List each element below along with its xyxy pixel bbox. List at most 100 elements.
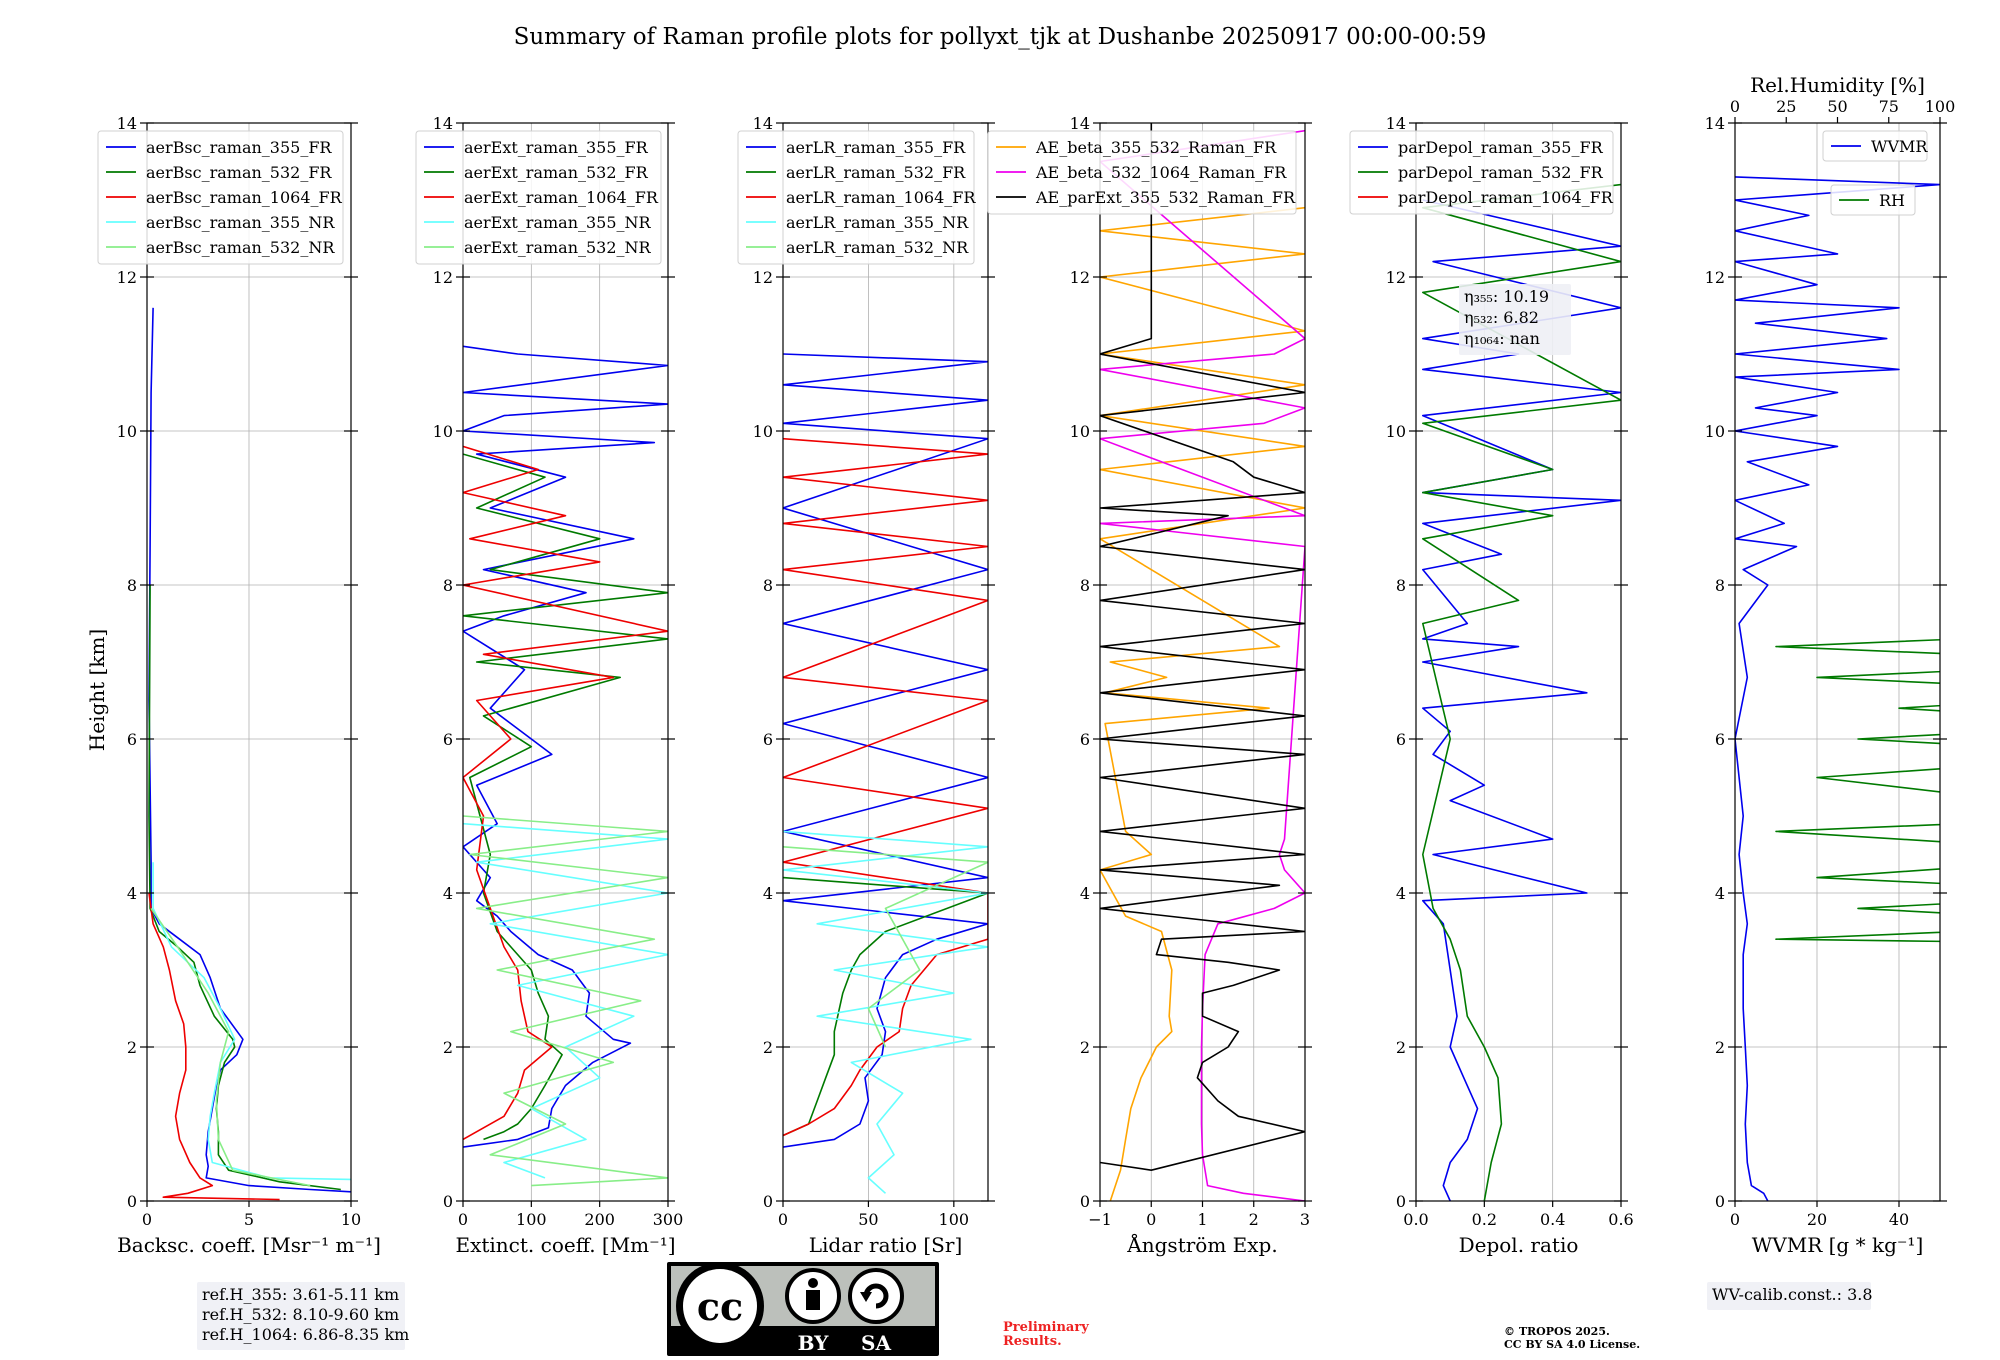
wv-frame (1734, 122, 1941, 1202)
wv-top-xtick-label-0: 0 (1730, 97, 1740, 116)
depol-legend-box (1349, 130, 1614, 215)
depol-xtick-label-1: 0.2 (1472, 1210, 1497, 1229)
bsc-annotation-box (197, 1282, 405, 1350)
bsc-ytick-label-0: 0 (127, 1192, 137, 1211)
ae-legend: AE_beta_355_532_Raman_FR AE_beta_532_1064… (987, 130, 1297, 215)
ae-series-1 (1100, 129, 1305, 1201)
panel-wv: 0 2 4 6 8 10 12 14 0 20 40 WVMR [g * kg⁻¹] 0 25 50 75 10… (1705, 73, 1955, 1310)
bsc-series-2 (148, 892, 280, 1201)
ext-legend-label-2: aerExt_raman_1064_FR (464, 188, 659, 207)
ext-xlabel: Extinct. coeff. [Mm⁻¹] (455, 1233, 675, 1257)
cc-license-badge: cc BY SA (667, 1262, 939, 1356)
lr-legend: aerLR_raman_355_FR aerLR_raman_532_FR aerL… (737, 130, 976, 265)
depol-legend: parDepol_raman_355_FR parDepol_raman_532_… (1349, 130, 1614, 215)
ext-legend-label-1: aerExt_raman_532_FR (464, 163, 649, 182)
ext-ytick-label-6: 12 (433, 268, 453, 287)
wv-ytick-label-5: 10 (1705, 422, 1725, 441)
depol-ytick-label-1: 2 (1396, 1038, 1406, 1057)
ext-ytick-label-7: 14 (433, 114, 453, 133)
lr-series-1 (783, 876, 988, 1137)
wv-series-1 (1775, 638, 1940, 943)
ae-ytick-label-7: 14 (1070, 114, 1090, 133)
bsc-ytick-label-1: 2 (127, 1038, 137, 1057)
depol-xtick-label-2: 0.4 (1540, 1210, 1565, 1229)
wv-xtick-label-0: 0 (1730, 1210, 1740, 1229)
depol-ytick-label-3: 6 (1396, 730, 1406, 749)
ae-legend-box (987, 130, 1297, 215)
wv-ytick-label-2: 4 (1715, 884, 1725, 903)
lr-ytick-label-0: 0 (763, 1192, 773, 1211)
bsc-xtick-label-0: 0 (142, 1210, 152, 1229)
lr-legend-label-1: aerLR_raman_532_FR (786, 163, 966, 182)
bsc-legend-label-4: aerBsc_raman_532_NR (146, 238, 335, 257)
wv-top-xtick-label-1: 25 (1776, 97, 1796, 116)
ae-series-2 (1100, 123, 1305, 1171)
panel-depol: 0 2 4 6 8 10 12 14 0.0 0.2 0.4 0.6 Depol. ratio parDe… (1349, 114, 1634, 1257)
depol-ytick-label-6: 12 (1386, 268, 1406, 287)
ae-legend-label-2: AE_parExt_355_532_Raman_FR (1035, 188, 1296, 207)
attribution-icon (785, 1268, 841, 1324)
ext-legend-label-0: aerExt_raman_355_FR (464, 138, 649, 157)
ext-legend-label-4: aerExt_raman_532_NR (464, 238, 652, 257)
lr-xtick-label-1: 50 (858, 1210, 878, 1229)
panel-bsc: 0 2 4 6 8 10 12 14 0 5 10 Backsc. coeff. [Msr⁻¹ m⁻¹… (97, 114, 409, 1350)
lr-legend-label-4: aerLR_raman_532_NR (786, 238, 969, 257)
depol-annotation-2: η₁₀₆₄: nan (1464, 329, 1540, 348)
ext-ytick-label-1: 2 (443, 1038, 453, 1057)
wv-top-xlabel: Rel.Humidity [%] (1750, 73, 1925, 97)
bsc-legend: aerBsc_raman_355_FR aerBsc_raman_532_FRae… (97, 130, 344, 265)
bsc-legend-label-2: aerBsc_raman_1064_FR (146, 188, 343, 207)
lr-ytick-label-7: 14 (753, 114, 773, 133)
ae-series-0 (1100, 206, 1305, 1201)
ae-ytick-label-1: 2 (1080, 1038, 1090, 1057)
lr-ytick-label-1: 2 (763, 1038, 773, 1057)
depol-frame (1415, 122, 1622, 1202)
cc-logo-text: cc (697, 1284, 743, 1329)
bsc-xtick-label-2: 10 (341, 1210, 361, 1229)
wv-annotation-box (1707, 1282, 1871, 1310)
ext-ytick-label-2: 4 (443, 884, 453, 903)
lr-xtick-label-0: 0 (778, 1210, 788, 1229)
preliminary-note: Preliminary (1003, 1320, 1089, 1335)
lr-legend-box (737, 130, 975, 265)
wv-legend: WVMR RH (1822, 130, 1928, 216)
lr-ytick-label-3: 6 (763, 730, 773, 749)
bsc-xtick-label-1: 5 (244, 1210, 254, 1229)
copyright-note: © TROPOS 2025. (1504, 1325, 1610, 1338)
depol-ytick-label-7: 14 (1386, 114, 1406, 133)
license-by-label: BY (798, 1331, 830, 1355)
wv-ytick-label-6: 12 (1705, 268, 1725, 287)
ae-xtick-label-2: 1 (1197, 1210, 1207, 1229)
bsc-legend-label-1: aerBsc_raman_532_FR (146, 163, 332, 182)
depol-annotation-box (1459, 284, 1571, 355)
panel-ext: 0 2 4 6 8 10 12 14 0 100 200 300 Extinct. coeff. [Mm… (415, 114, 683, 1257)
depol-legend-label-0: parDepol_raman_355_FR (1398, 138, 1604, 157)
bsc-ytick-label-2: 4 (127, 884, 137, 903)
depol-xtick-label-0: 0.0 (1403, 1210, 1428, 1229)
wv-ytick-label-3: 6 (1715, 730, 1725, 749)
ae-xtick-label-4: 3 (1300, 1210, 1310, 1229)
wv-top-xtick-label-3: 75 (1879, 97, 1899, 116)
depol-xtick-label-3: 0.6 (1608, 1210, 1633, 1229)
ext-series-1 (463, 453, 668, 1141)
ext-ytick-label-5: 10 (433, 422, 453, 441)
ext-legend-label-3: aerExt_raman_355_NR (464, 213, 652, 232)
wv-series-0 (1735, 176, 1940, 1201)
bsc-legend-label-0: aerBsc_raman_355_FR (146, 138, 332, 157)
ext-ytick-label-3: 6 (443, 730, 453, 749)
lr-legend-label-0: aerLR_raman_355_FR (786, 138, 966, 157)
lr-frame (782, 122, 989, 1202)
bsc-series-1 (148, 584, 341, 1191)
wv-legend-box-0 (1822, 130, 1928, 162)
depol-series-1 (1422, 183, 1621, 1201)
ext-ytick-label-4: 8 (443, 576, 453, 595)
ext-series-3 (463, 822, 668, 1179)
bsc-legend-box (97, 130, 344, 265)
bsc-series-4 (150, 907, 311, 1187)
ae-xtick-label-1: 0 (1146, 1210, 1156, 1229)
wv-ytick-label-1: 2 (1715, 1038, 1725, 1057)
lr-series-2 (783, 437, 988, 1137)
wv-legend-label-0: WVMR (1871, 137, 1928, 156)
